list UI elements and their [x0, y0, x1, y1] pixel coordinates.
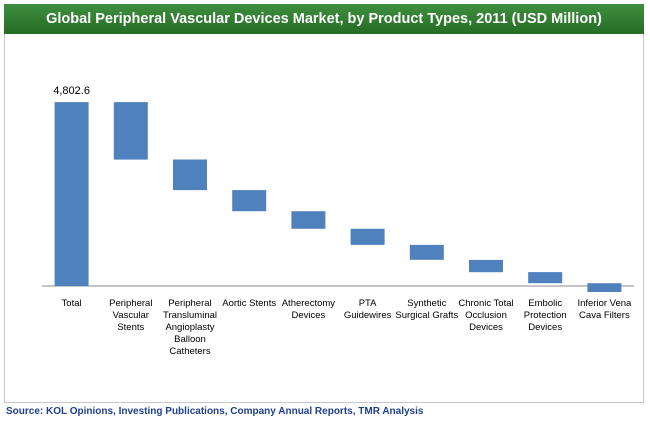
category-label-3: Peripheral Transluminal Angioplasty Ball…	[162, 298, 218, 357]
bar-3	[173, 159, 207, 191]
category-label-7: Synthetic Surgical Grafts	[395, 298, 459, 321]
bar-9	[528, 272, 563, 284]
category-label-1: Total	[61, 298, 82, 309]
category-label-8: Chronic Total Occlusion Devices	[458, 298, 514, 333]
bar-6	[350, 228, 385, 245]
bar-5	[291, 211, 326, 229]
bar-10	[587, 283, 622, 292]
chart-frame	[4, 4, 644, 403]
bar-7	[409, 244, 444, 260]
category-label-6: PTA Guidewires	[343, 298, 392, 321]
chart-title: Global Peripheral Vascular Devices Marke…	[46, 11, 602, 27]
category-label-4: Aortic Stents	[222, 298, 277, 309]
category-label-2: Peripheral Vascular Stents	[109, 298, 153, 333]
bar-4	[232, 190, 267, 212]
category-label-10: Inferior Vena Cava Filters	[577, 298, 632, 321]
source-note: Source: KOL Opinions, Investing Publicat…	[6, 406, 424, 417]
bar-1	[54, 102, 89, 286]
bar-8	[469, 259, 503, 273]
title-bar: Global Peripheral Vascular Devices Marke…	[4, 4, 644, 34]
bar-2	[113, 102, 148, 160]
category-label-9: Embolic Protection Devices	[523, 298, 567, 333]
category-label-5: Atherectomy Devices	[281, 298, 336, 321]
total-value-label: 4,802.6	[53, 85, 90, 97]
